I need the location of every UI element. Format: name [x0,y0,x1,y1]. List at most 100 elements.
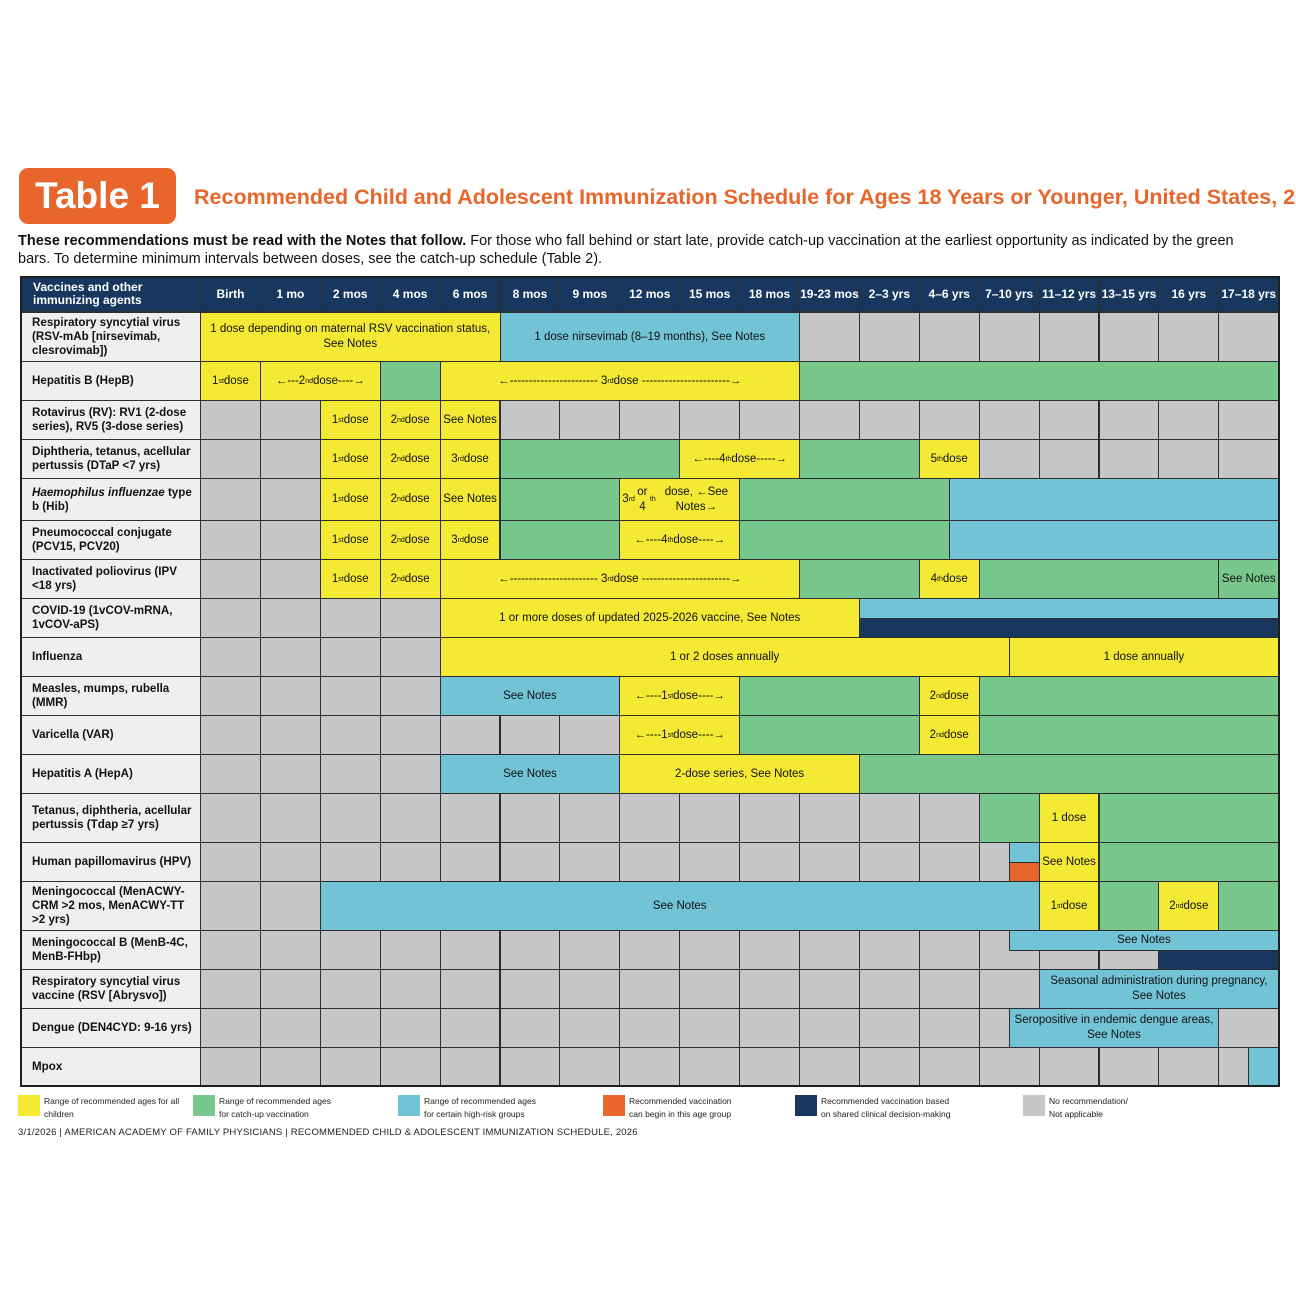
grid-cell [439,1008,501,1048]
grid-cell [978,1047,1040,1087]
column-header-16: 16 yrs [1158,276,1220,312]
schedule-bar [499,478,621,521]
column-header-vaccines: Vaccines and other immunizing agents [20,276,201,312]
column-header-4: 6 mos [439,276,501,312]
schedule-bar: 1 or 2 doses annually [439,637,1010,677]
schedule-bar: 1 dose depending on maternal RSV vaccina… [200,312,501,362]
grid-cell [379,793,441,843]
vaccine-name-4: Haemophilus influenzae type b (Hib) [20,478,201,521]
schedule-bar-top [858,598,1280,619]
grid-cell [858,400,920,440]
grid-cell [679,1008,741,1048]
table-number-badge: Table 1 [19,168,176,224]
grid-cell [739,842,800,882]
grid-cell [200,969,261,1009]
intro-text: These recommendations must be read with … [18,232,1258,268]
legend-swatch [1023,1095,1045,1116]
grid-cell [918,312,980,362]
grid-cell [858,969,920,1009]
grid-cell [259,754,321,794]
grid-cell [259,637,321,677]
schedule-bar [499,520,621,560]
grid-cell [1158,439,1220,479]
legend-label: Recommended vaccination can begin in this… [629,1096,732,1119]
grid-cell [439,715,501,755]
grid-cell [379,930,441,970]
grid-cell [918,930,980,970]
grid-cell [559,1047,621,1087]
grid-cell [200,930,261,970]
grid-cell [439,793,501,843]
grid-cell [259,520,321,560]
vaccine-name-3: Diphtheria, tetanus, acellular pertussis… [20,439,201,479]
vaccine-name-2: Rotavirus (RV): RV1 (2-dose series), RV5… [20,400,201,440]
grid-cell [1158,1047,1220,1087]
vaccine-name-1: Hepatitis B (HepB) [20,361,201,401]
schedule-bar [948,478,1280,521]
grid-cell [200,400,261,440]
grid-cell [679,969,741,1009]
grid-cell [379,1008,441,1048]
column-header-14: 11–12 yrs [1038,276,1100,312]
legend-swatch [18,1095,40,1116]
grid-cell [200,559,261,599]
grid-cell [200,637,261,677]
grid-cell [858,930,920,970]
grid-cell [259,598,321,638]
grid-cell [858,1008,920,1048]
grid-cell [559,400,621,440]
grid-cell [1158,400,1220,440]
grid-cell [499,1008,561,1048]
grid-cell [918,1047,980,1087]
grid-cell [679,400,741,440]
schedule-bar: ←----1 st dose----→ [619,676,741,716]
schedule-bar: See Notes [1038,842,1100,882]
grid-cell [200,1008,261,1048]
column-header-9: 18 mos [739,276,800,312]
grid-cell [499,793,561,843]
grid-cell [379,969,441,1009]
grid-cell [499,715,561,755]
schedule-bar: 1 dose [1038,793,1100,843]
grid-cell [319,1008,381,1048]
intro-bold: These recommendations must be read with … [18,233,467,249]
grid-cell [319,676,381,716]
legend-label: No recommendation/Not applicable [1049,1096,1128,1119]
column-header-2: 2 mos [319,276,381,312]
grid-cell [259,793,321,843]
grid-cell [1098,439,1160,479]
schedule-bar [858,754,1280,794]
grid-cell [799,969,860,1009]
grid-cell [319,637,381,677]
grid-cell [679,842,741,882]
grid-cell [619,969,681,1009]
grid-cell [978,439,1040,479]
schedule-bar [499,439,681,479]
grid-cell [439,842,501,882]
schedule-bar [739,478,950,521]
column-header-15: 13–15 yrs [1098,276,1160,312]
column-header-7: 12 mos [619,276,681,312]
schedule-bar: See Notes [439,478,501,521]
grid-cell [619,400,681,440]
page-title: Recommended Child and Adolescent Immuniz… [194,185,1296,209]
grid-cell [200,478,261,521]
column-header-8: 15 mos [679,276,741,312]
grid-cell [799,312,860,362]
grid-cell [739,1008,800,1048]
grid-cell [319,598,381,638]
legend-swatch [398,1095,420,1116]
schedule-bar [1218,881,1280,931]
column-header-0: Birth [200,276,261,312]
schedule-bar: See Notes [319,881,1040,931]
grid-cell [259,842,321,882]
schedule-bar: ←----1 st dose----→ [619,715,741,755]
grid-cell [918,400,980,440]
grid-cell [1038,439,1100,479]
grid-cell [259,930,321,970]
grid-cell [499,969,561,1009]
grid-cell [319,842,381,882]
grid-cell [679,930,741,970]
